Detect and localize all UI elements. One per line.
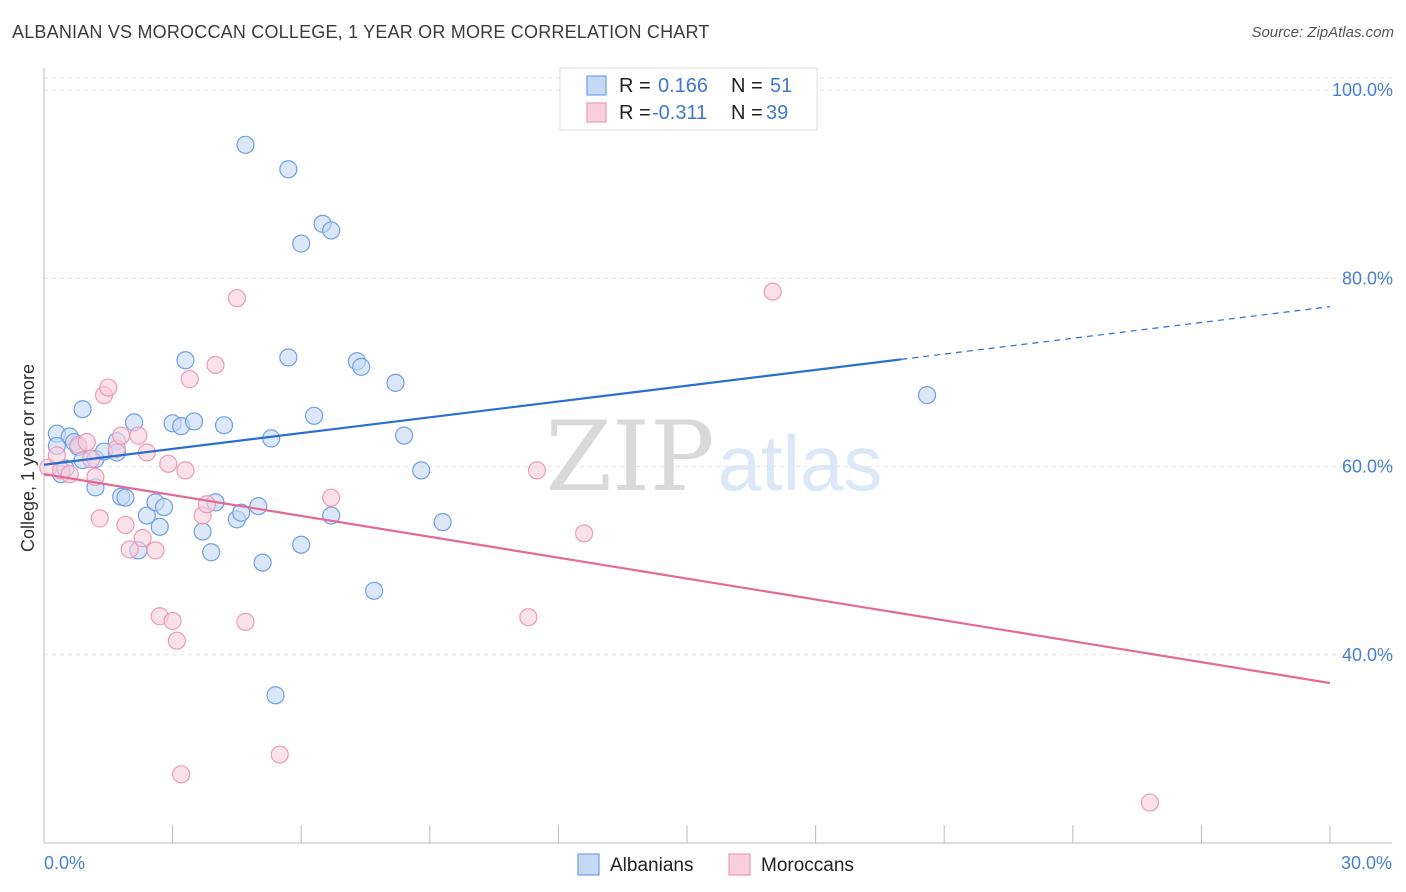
albanian-point [433, 513, 452, 532]
albanian-point [176, 351, 195, 370]
albanian-point [304, 406, 324, 425]
y-tick-label: 100.0% [1332, 80, 1393, 100]
legend-n-value-2: 39 [766, 102, 788, 124]
bottom-legend-swatch-albanians [577, 853, 600, 876]
albanian-point [232, 503, 251, 522]
albanian-trend-line [43, 358, 902, 466]
albanian-point [150, 517, 169, 536]
moroccan-point [575, 524, 594, 543]
y-tick-label: 80.0% [1342, 268, 1393, 288]
moroccan-point [47, 446, 66, 465]
moroccan-point [236, 612, 255, 631]
albanian-point [394, 426, 414, 445]
grid-lines [44, 77, 1392, 656]
watermark: ZIP atlas [545, 401, 882, 513]
albanian-point [352, 357, 371, 376]
moroccan-point [763, 282, 782, 301]
albanian-point [322, 221, 341, 240]
albanian-point [279, 348, 298, 367]
bottom-legend: Albanians Moroccans [577, 853, 854, 876]
albanian-point [412, 461, 431, 480]
albanian-point [73, 400, 92, 419]
x-tick-label-right: 30.0% [1341, 853, 1392, 873]
watermark-atlas: atlas [718, 419, 883, 507]
source-label: Source: ZipAtlas.com [1251, 24, 1394, 41]
moroccan-trend-line [43, 473, 1331, 685]
x-tick-label-left: 0.0% [44, 853, 85, 873]
albanian-point [249, 497, 268, 516]
legend-r-label-1: R = [619, 75, 651, 97]
moroccan-point [159, 454, 178, 473]
moroccan-point [322, 488, 341, 507]
legend-n-value-1: 51 [770, 75, 792, 97]
moroccan-point [519, 608, 538, 627]
albanian-point [202, 543, 221, 562]
albanian-point [364, 581, 384, 600]
legend-swatch-albanians [586, 75, 607, 96]
albanian-point [386, 373, 405, 392]
albanian-point [214, 416, 234, 435]
moroccan-point [120, 540, 139, 559]
moroccan-point [99, 378, 118, 397]
albanian-point [193, 522, 212, 541]
legend-n-label-2: N = [731, 102, 763, 124]
legend-swatch-moroccans [586, 102, 607, 123]
moroccan-point [180, 370, 199, 389]
albanian-point [236, 135, 255, 154]
moroccan-point [112, 426, 131, 445]
moroccan-point [146, 541, 165, 560]
legend-r-label-2: R = [619, 102, 651, 124]
y-tick-label: 60.0% [1342, 457, 1393, 477]
moroccan-point [167, 631, 186, 650]
albanian-point [116, 488, 135, 507]
legend: R = 0.166 N = 51 R = -0.311 N = 39 [559, 67, 818, 131]
albanian-point [184, 412, 204, 431]
albanian-trend-extension [901, 306, 1331, 360]
albanian-point [253, 553, 272, 572]
data-points [39, 135, 1160, 812]
axes [43, 68, 1392, 844]
moroccan-point [206, 355, 225, 375]
albanian-point [279, 160, 298, 179]
moroccan-point [1140, 793, 1160, 812]
moroccan-point [129, 426, 148, 445]
legend-r-value-1: 0.166 [658, 75, 708, 97]
legend-r-value-2: -0.311 [652, 102, 707, 124]
albanian-point [917, 386, 937, 405]
moroccan-point [163, 611, 182, 631]
moroccan-point [77, 433, 96, 452]
y-axis-label: College, 1 year or more [18, 364, 38, 552]
y-tick-label: 40.0% [1342, 645, 1393, 665]
moroccan-point [172, 765, 191, 784]
watermark-zip: ZIP [545, 401, 714, 513]
albanian-point [292, 535, 311, 554]
moroccan-point [176, 461, 195, 480]
moroccan-point [227, 289, 246, 308]
legend-n-label-1: N = [731, 75, 763, 97]
y-tick-labels: 40.0% 60.0% 80.0% 100.0% [1332, 80, 1393, 665]
albanian-point [266, 686, 285, 705]
bottom-legend-label-moroccans: Moroccans [761, 855, 854, 876]
bottom-legend-label-albanians: Albanians [610, 855, 693, 876]
moroccan-point [270, 745, 289, 764]
albanian-point [137, 506, 156, 525]
albanian-point [154, 497, 174, 517]
moroccan-point [116, 515, 135, 535]
bottom-legend-swatch-moroccans [728, 853, 751, 876]
trend-lines [43, 306, 1331, 685]
moroccan-point [197, 495, 216, 514]
moroccan-point [527, 461, 547, 480]
chart-title: ALBANIAN VS MOROCCAN COLLEGE, 1 YEAR OR … [12, 22, 710, 42]
moroccan-point [90, 509, 109, 528]
albanian-point [292, 234, 311, 253]
moroccan-point [133, 529, 152, 548]
